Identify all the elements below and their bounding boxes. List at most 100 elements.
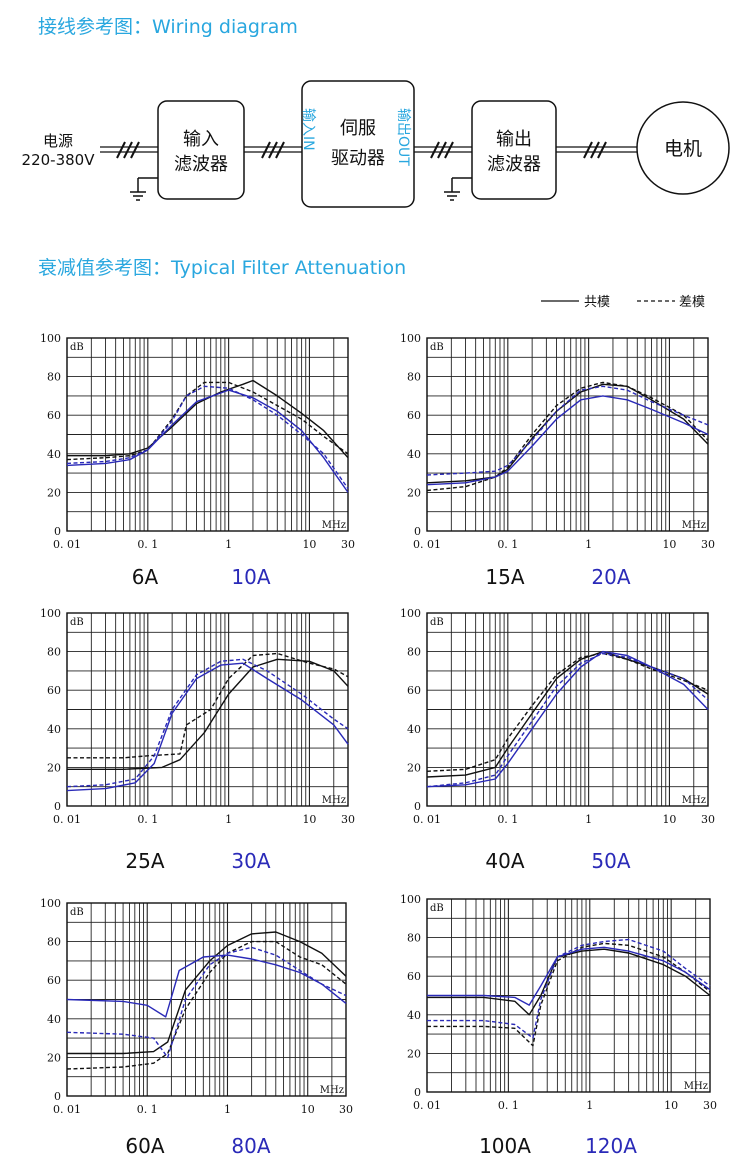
series-blue-dashed xyxy=(427,938,711,1039)
chart-3: 0 20 40 60 80 100 0. 01 0. 1 1 10 30 dB MHz 25A 30A xyxy=(40,607,355,873)
motor-circle: 电机 xyxy=(636,101,730,195)
x-tick-label: 0. 01 xyxy=(413,813,441,826)
wire-power-to-input xyxy=(100,141,158,201)
x-tick-label: 1 xyxy=(585,813,592,826)
y-tick-label: 20 xyxy=(47,1051,61,1064)
y-tick-label: 0 xyxy=(414,1086,421,1099)
series-blue-solid xyxy=(66,954,347,1018)
y-tick-label: 60 xyxy=(407,684,421,697)
caption-black: 60A xyxy=(125,1134,164,1158)
output-filter-label-1: 输出 xyxy=(496,129,532,150)
chart-2: 0 20 40 60 80 100 0. 01 0. 1 1 10 30 dB MHz 15A 20A xyxy=(400,332,715,589)
y-tick-label: 0 xyxy=(414,525,421,538)
y-tick-label: 80 xyxy=(407,646,421,659)
y-tick-label: 40 xyxy=(47,723,61,736)
y-tick-label: 0 xyxy=(54,1090,61,1103)
x-tick-label: 30 xyxy=(701,538,715,551)
series-blue-solid xyxy=(426,650,709,788)
x-unit-label: MHz xyxy=(684,1081,708,1092)
x-tick-label: 30 xyxy=(701,813,715,826)
x-tick-label: 0. 1 xyxy=(137,813,158,826)
x-tick-label: 30 xyxy=(339,1103,353,1116)
input-filter-box: 输入 滤波器 xyxy=(157,100,245,200)
chart-1: 0 20 40 60 80 100 0. 01 0. 1 1 10 30 dB MHz 6A 10A xyxy=(40,332,355,589)
output-filter-box: 输出 滤波器 xyxy=(471,100,557,200)
y-tick-label: 80 xyxy=(407,371,421,384)
y-tick-label: 40 xyxy=(47,448,61,461)
x-tick-label: 0. 1 xyxy=(137,538,158,551)
series-blue-solid xyxy=(66,662,349,792)
y-tick-label: 20 xyxy=(407,761,421,774)
x-tick-label: 0. 01 xyxy=(53,813,81,826)
x-unit-label: MHz xyxy=(322,520,346,531)
y-tick-label: 80 xyxy=(47,371,61,384)
x-tick-label: 30 xyxy=(703,1099,717,1112)
y-tick-label: 80 xyxy=(407,932,421,945)
y-tick-label: 100 xyxy=(40,897,61,910)
y-tick-label: 100 xyxy=(40,607,61,620)
output-filter-label-2: 滤波器 xyxy=(487,154,541,175)
legend: 共模 差模 xyxy=(541,295,705,310)
caption-black: 25A xyxy=(125,849,164,873)
series-blue-solid xyxy=(426,395,709,486)
y-tick-label: 80 xyxy=(47,646,61,659)
x-tick-label: 0. 1 xyxy=(497,813,518,826)
x-tick-label: 0. 1 xyxy=(137,1103,158,1116)
plot-frame xyxy=(66,337,349,532)
attenuation-heading: 衰减值参考图：Typical Filter Attenuation xyxy=(38,257,407,279)
legend-common-label: 共模 xyxy=(584,295,610,310)
y-tick-label: 40 xyxy=(407,723,421,736)
chart-grid xyxy=(426,337,709,532)
x-tick-label: 1 xyxy=(225,813,232,826)
input-filter-label-1: 输入 xyxy=(183,129,219,150)
legend-differential-label: 差模 xyxy=(679,295,705,310)
x-tick-label: 1 xyxy=(225,538,232,551)
y-unit-label: dB xyxy=(430,617,444,628)
caption-blue: 10A xyxy=(231,565,270,589)
chart-4: 0 20 40 60 80 100 0. 01 0. 1 1 10 30 dB MHz 40A 50A xyxy=(400,607,715,873)
y-unit-label: dB xyxy=(70,342,84,353)
series-black-dashed xyxy=(67,652,349,759)
power-label-1: 电源 xyxy=(43,132,73,150)
y-unit-label: dB xyxy=(430,342,444,353)
servo-out-label: 输出OUT xyxy=(395,108,411,166)
x-tick-label: 10 xyxy=(302,538,316,551)
x-tick-label: 1 xyxy=(224,1103,231,1116)
series-black-dashed xyxy=(66,381,349,461)
plot-frame xyxy=(66,612,349,807)
chart-grid xyxy=(66,612,349,807)
wiring-diagram: 电源 220-380V 输入 滤波器 伺服 驱动器 输入IN 输出OUT xyxy=(22,80,730,208)
power-label-2: 220-380V xyxy=(22,151,96,169)
wire-input-to-servo xyxy=(244,141,302,159)
y-tick-label: 100 xyxy=(400,893,421,906)
caption-blue: 20A xyxy=(591,565,630,589)
chart-5: 0 20 40 60 80 100 0. 01 0. 1 1 10 30 dB MHz 60A 80A xyxy=(40,897,353,1158)
motor-label: 电机 xyxy=(664,138,702,160)
caption-black: 15A xyxy=(485,565,524,589)
series-black-solid xyxy=(67,931,347,1055)
servo-in-label: 输入IN xyxy=(300,108,316,151)
y-tick-label: 80 xyxy=(47,936,61,949)
servo-label-2: 驱动器 xyxy=(331,148,385,169)
chart-grid xyxy=(66,337,349,532)
series-blue-solid xyxy=(66,389,349,493)
caption-black: 40A xyxy=(485,849,524,873)
x-tick-label: 30 xyxy=(341,538,355,551)
caption-black: 100A xyxy=(479,1134,531,1158)
series-black-dashed xyxy=(426,381,709,492)
y-tick-label: 20 xyxy=(47,761,61,774)
x-tick-label: 10 xyxy=(664,1099,678,1112)
x-tick-label: 0. 1 xyxy=(497,538,518,551)
x-tick-label: 10 xyxy=(301,1103,315,1116)
series-blue-dashed xyxy=(66,946,347,1059)
caption-blue: 50A xyxy=(591,849,630,873)
servo-label-1: 伺服 xyxy=(340,118,376,139)
y-tick-label: 60 xyxy=(47,974,61,987)
y-tick-label: 60 xyxy=(407,970,421,983)
y-tick-label: 20 xyxy=(407,486,421,499)
wire-output-to-motor xyxy=(556,141,638,159)
series-blue-solid xyxy=(427,946,711,1006)
x-tick-label: 10 xyxy=(662,813,676,826)
y-unit-label: dB xyxy=(70,617,84,628)
y-tick-label: 40 xyxy=(47,1013,61,1026)
